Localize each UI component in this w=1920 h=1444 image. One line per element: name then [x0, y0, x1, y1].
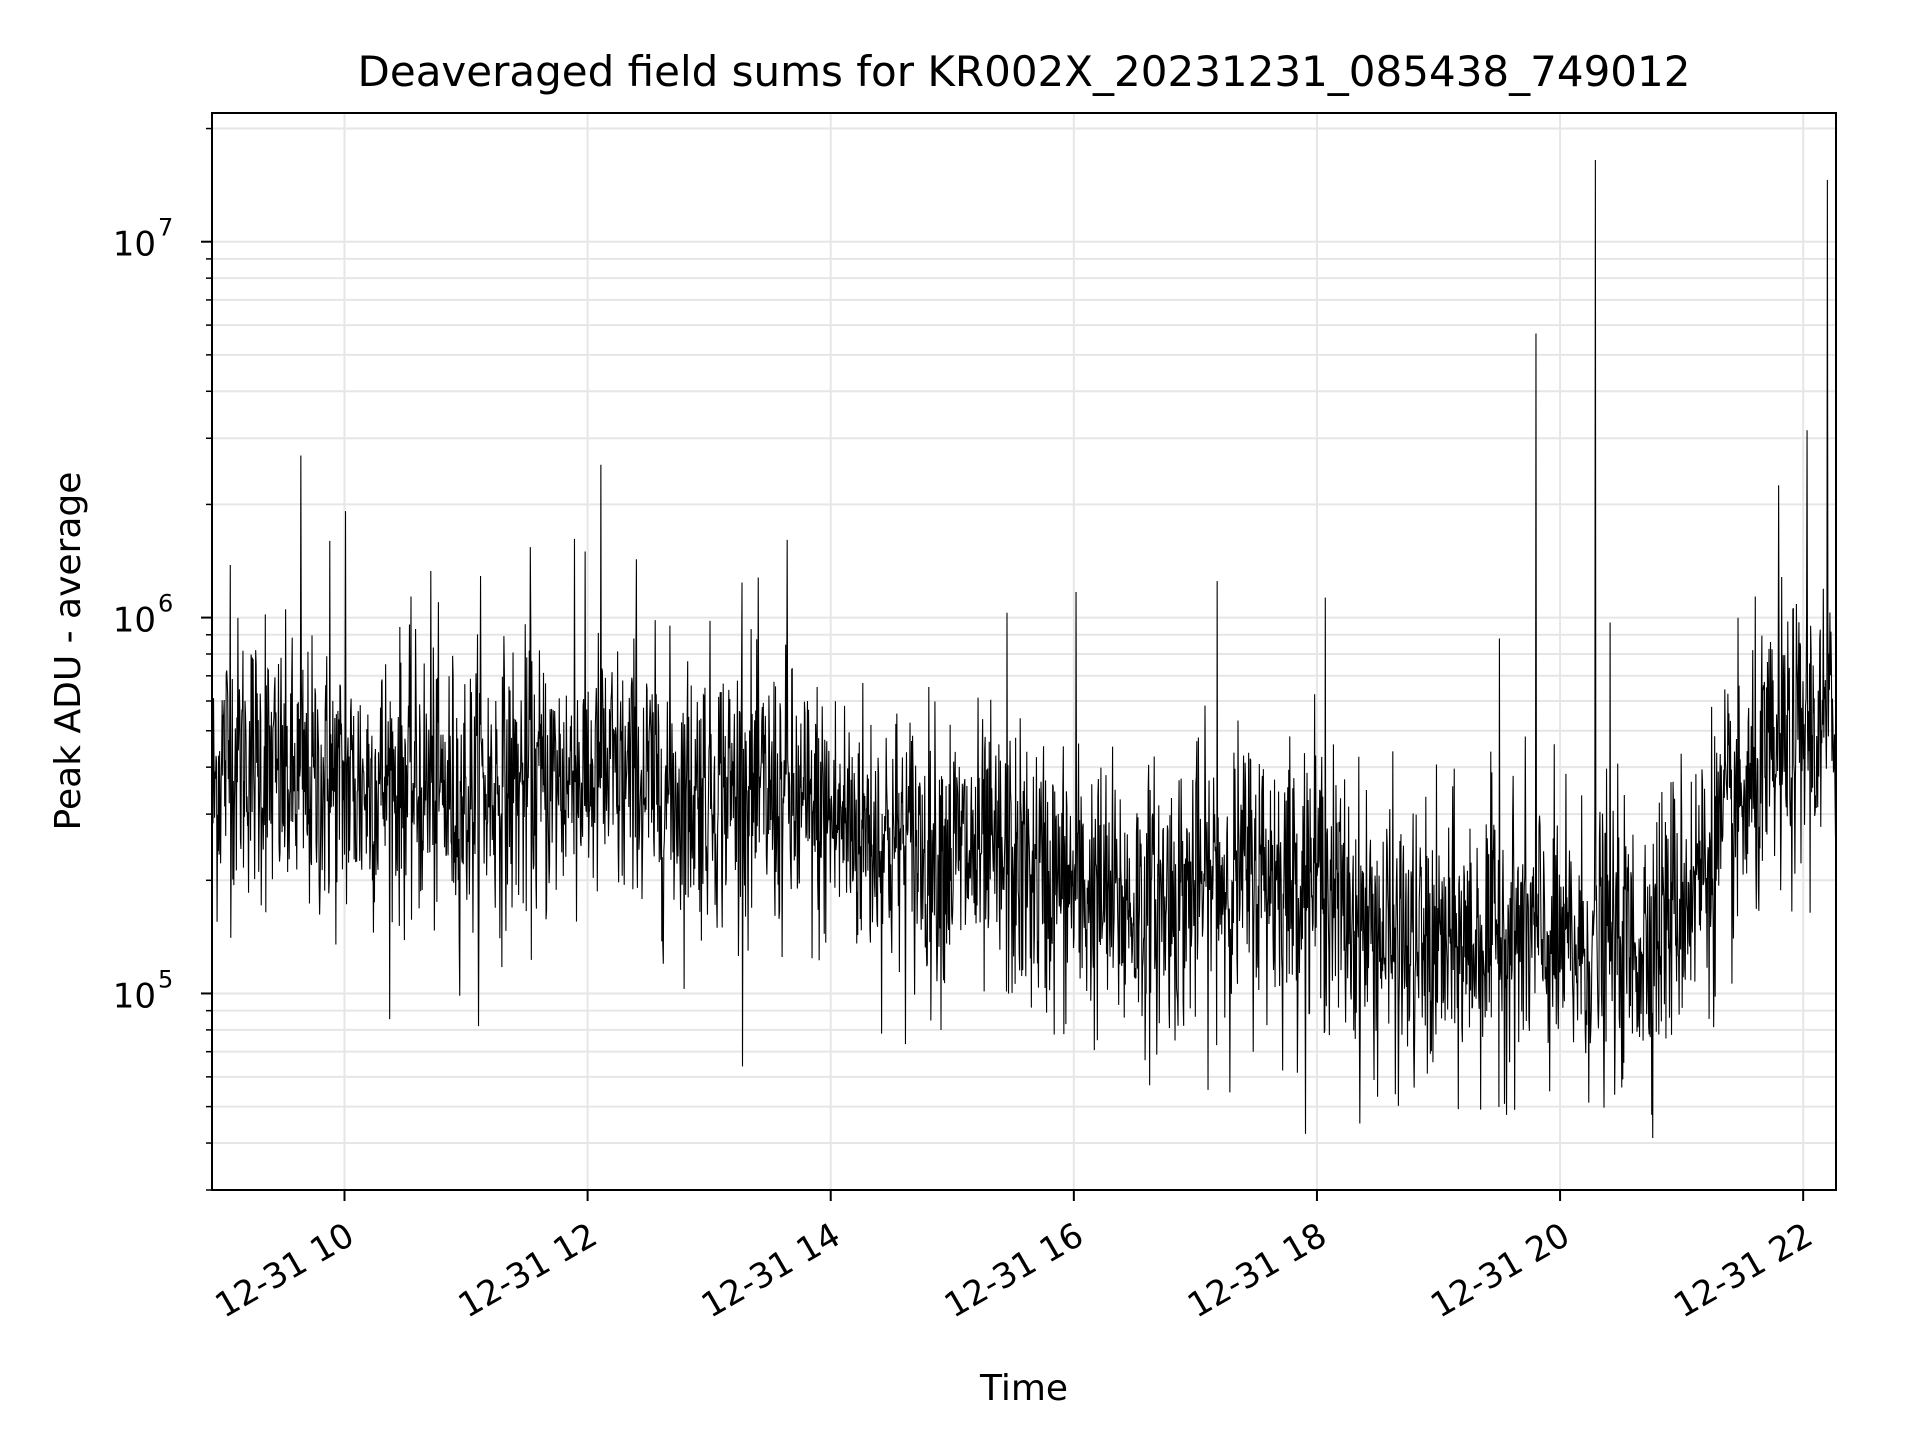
- x-tick-label: 12-31 12: [452, 1215, 604, 1326]
- x-tick-label: 12-31 14: [695, 1215, 847, 1326]
- data-series-line: [211, 159, 1837, 1138]
- y-tick-exponent: 6: [158, 590, 173, 618]
- plot-frame: [211, 112, 1837, 1191]
- x-tick-label: 12-31 22: [1667, 1215, 1819, 1326]
- y-tick-label: 10: [113, 601, 156, 641]
- y-tick-label: 10: [113, 976, 156, 1016]
- chart-title: Deaveraged field sums for KR002X_2023123…: [358, 47, 1691, 96]
- x-axis-label: Time: [979, 1368, 1068, 1409]
- x-tick-label: 12-31 16: [938, 1215, 1090, 1326]
- x-tick-label: 12-31 10: [209, 1215, 361, 1326]
- series-layer: [211, 159, 1837, 1138]
- y-axis-label: Peak ADU - average: [48, 472, 89, 831]
- y-tick-exponent: 5: [158, 965, 173, 993]
- x-tick-label: 12-31 20: [1424, 1215, 1576, 1326]
- grid-lines: [212, 113, 1836, 1191]
- x-tick-label: 12-31 18: [1181, 1215, 1333, 1326]
- y-tick-label: 10: [113, 225, 156, 265]
- y-tick-exponent: 7: [158, 214, 173, 242]
- x-axis-ticks: 12-31 10 12-31 12 12-31 14 12-31 16 12-31 18…: [209, 1190, 1820, 1326]
